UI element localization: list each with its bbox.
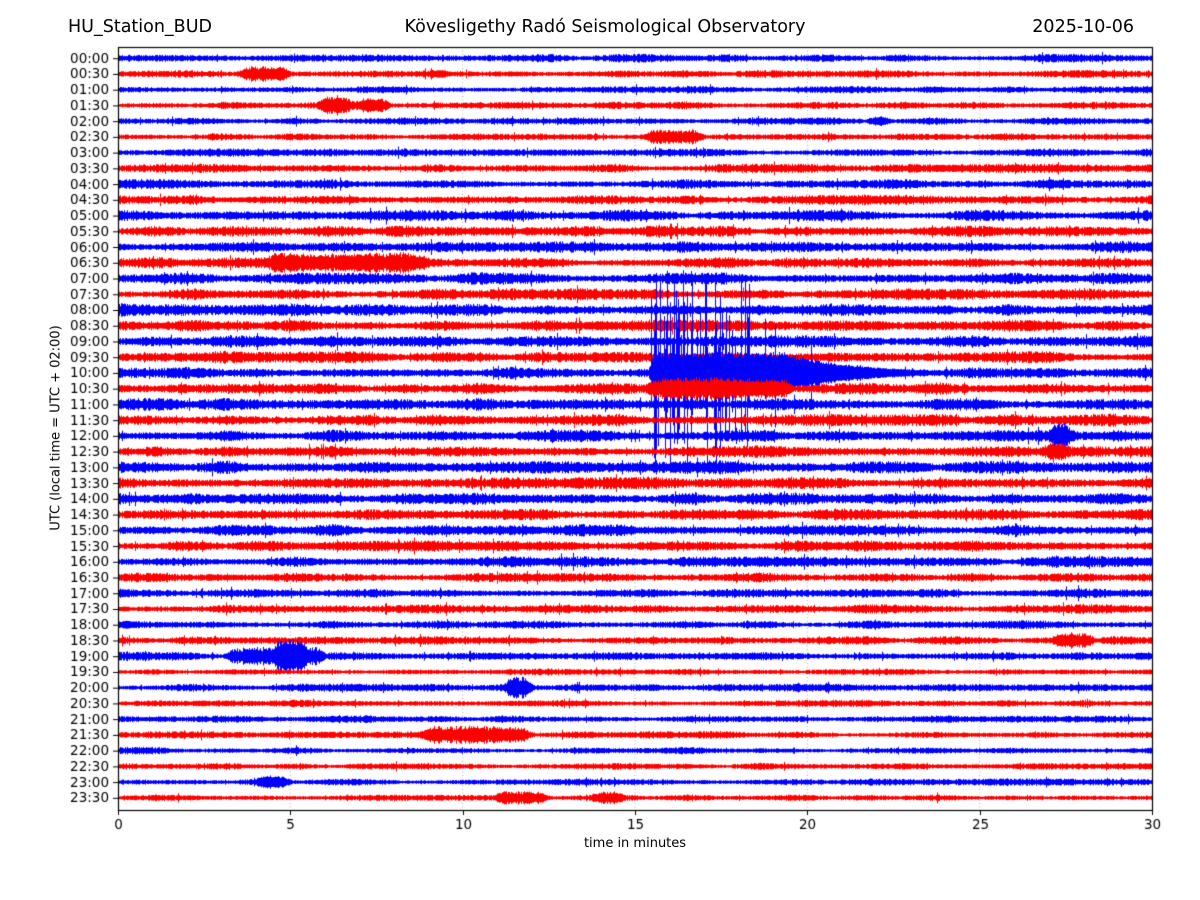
x-axis-label: time in minutes [583,836,687,851]
y-axis-label: UTC (local time = UTC + 02:00) [48,325,64,531]
